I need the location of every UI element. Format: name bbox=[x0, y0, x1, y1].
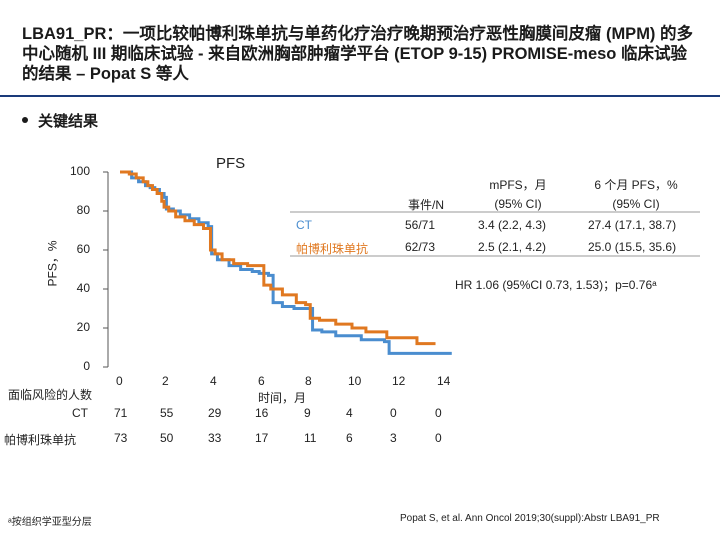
bullet-text: 关键结果 bbox=[38, 113, 99, 130]
at-risk-arm-ct: CT bbox=[72, 406, 88, 420]
table-events-ct: 56/71 bbox=[405, 218, 436, 232]
x-axis-label: 时间，月 bbox=[258, 391, 307, 405]
table-mpfs-ct: 3.4 (2.2, 4.3) bbox=[478, 218, 547, 232]
x-tick-label: 6 bbox=[258, 374, 265, 388]
km-curve-ct bbox=[120, 170, 452, 355]
at-risk-value: 0 bbox=[435, 431, 442, 445]
at-risk-value: 0 bbox=[435, 406, 442, 420]
slide-title: LBA91_PR：一项比较帕博利珠单抗与单药化疗治疗晚期预治疗恶性胸膜间皮瘤 (… bbox=[22, 25, 694, 83]
at-risk-value: 0 bbox=[390, 406, 397, 420]
table-header-events: 事件/N bbox=[408, 198, 445, 212]
at-risk-value: 11 bbox=[304, 431, 317, 445]
km-curve-pembro bbox=[120, 170, 436, 346]
table-pfs6-ct: 27.4 (17.1, 38.7) bbox=[588, 218, 677, 232]
y-tick-label: 60 bbox=[76, 242, 90, 256]
at-risk-value: 3 bbox=[390, 431, 397, 445]
at-risk-label: 面临风险的人数 bbox=[8, 388, 93, 402]
x-tick-label: 12 bbox=[392, 374, 406, 388]
at-risk-value: 6 bbox=[346, 431, 353, 445]
at-risk-arm-pembro: 帕博利珠单抗 bbox=[4, 433, 77, 447]
y-tick-label: 80 bbox=[76, 203, 90, 217]
x-tick-label: 14 bbox=[437, 374, 451, 388]
bullet-dot-icon bbox=[22, 117, 28, 124]
table-header-mpfs: mPFS，月 (95% CI) bbox=[489, 178, 547, 211]
at-risk-value: 17 bbox=[255, 431, 269, 445]
table-pfs6-pembro: 25.0 (15.5, 35.6) bbox=[588, 240, 677, 254]
footnote: ᵃ按组织学亚型分层 bbox=[8, 517, 92, 528]
x-tick-label: 0 bbox=[116, 374, 123, 388]
bullet-key-results: 关键结果 bbox=[22, 110, 98, 131]
x-tick-label: 4 bbox=[210, 374, 217, 388]
table-mpfs-pembro: 2.5 (2.1, 4.2) bbox=[478, 240, 547, 254]
at-risk-value: 29 bbox=[208, 406, 222, 420]
at-risk-value: 50 bbox=[160, 431, 174, 445]
chart-title: PFS bbox=[216, 155, 246, 172]
at-risk-value: 16 bbox=[255, 406, 269, 420]
y-tick-label: 40 bbox=[76, 281, 90, 295]
x-tick-label: 10 bbox=[348, 374, 362, 388]
at-risk-value: 73 bbox=[114, 431, 128, 445]
x-tick-label: 2 bbox=[162, 374, 169, 388]
y-tick-label: 100 bbox=[69, 164, 90, 178]
at-risk-value: 4 bbox=[346, 406, 353, 420]
table-arm-pembro: 帕博利珠单抗 bbox=[296, 242, 369, 256]
y-tick-label: 20 bbox=[76, 320, 90, 334]
hazard-ratio: HR 1.06 (95%CI 0.73, 1.53)；p=0.76ᵃ bbox=[455, 278, 657, 292]
table-events-pembro: 62/73 bbox=[405, 240, 436, 254]
at-risk-value: 33 bbox=[208, 431, 222, 445]
y-tick-label: 0 bbox=[83, 359, 90, 373]
at-risk-value: 55 bbox=[160, 406, 174, 420]
table-arm-ct: CT bbox=[296, 218, 312, 232]
x-tick-label: 8 bbox=[305, 374, 312, 388]
citation: Popat S, et al. Ann Oncol 2019;30(suppl)… bbox=[400, 513, 660, 524]
table-header-pfs6: 6 个月 PFS，% (95% CI) bbox=[594, 178, 678, 211]
title-divider bbox=[0, 95, 720, 97]
at-risk-value: 71 bbox=[114, 406, 128, 420]
at-risk-value: 9 bbox=[304, 406, 311, 420]
